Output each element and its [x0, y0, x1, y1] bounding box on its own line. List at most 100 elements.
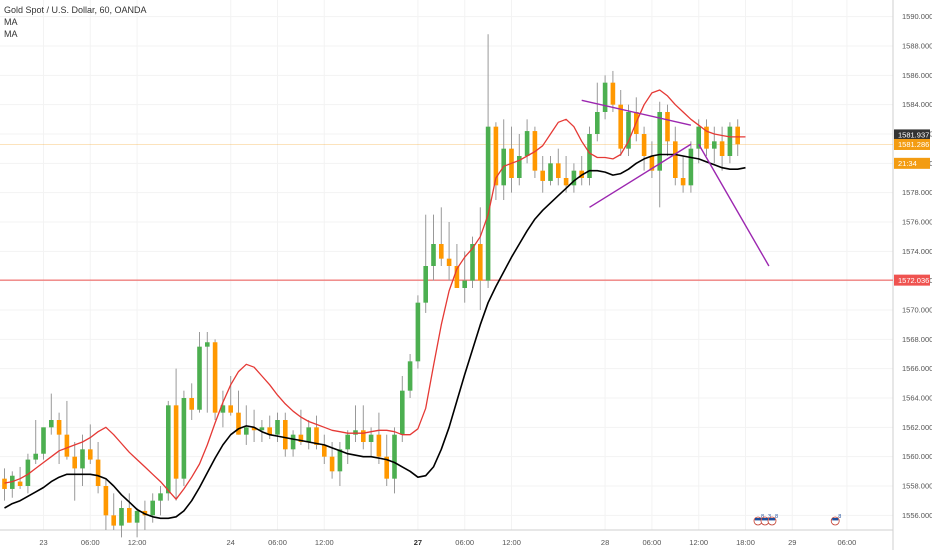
event-flag-stripe	[755, 518, 761, 521]
candle-body	[641, 134, 647, 156]
candle-body	[41, 427, 46, 454]
candle-body	[665, 112, 670, 142]
candle-body	[439, 244, 444, 259]
candle-body	[119, 508, 124, 526]
candle-body	[704, 126, 709, 149]
candle-body	[220, 405, 226, 413]
ma-slow-line	[4, 153, 746, 520]
candle-body	[563, 178, 569, 186]
event-flag-stripe	[832, 518, 839, 521]
candle-body	[478, 244, 483, 281]
candle-body	[602, 82, 608, 112]
candle-body	[470, 244, 475, 281]
candle-body	[173, 405, 179, 479]
candle-body	[587, 134, 592, 178]
candle-body	[407, 361, 413, 391]
candle-body	[657, 112, 662, 171]
candle-body	[329, 456, 335, 472]
event-badge-label: 8	[775, 514, 778, 520]
candle-body	[64, 434, 70, 457]
candle-body	[493, 126, 499, 186]
candle-body	[72, 456, 77, 469]
candle-body	[618, 104, 623, 149]
candle-body	[111, 515, 116, 526]
candle-body	[735, 126, 740, 145]
x-tick-label: 24	[227, 538, 235, 547]
candle-body	[727, 126, 733, 156]
candle-body	[415, 302, 421, 362]
candle-body	[205, 342, 210, 347]
candle-body	[181, 398, 187, 479]
price-label-box	[894, 157, 930, 169]
x-tick-label: 06:00	[838, 538, 857, 547]
candle-body	[446, 258, 452, 266]
candle-body	[150, 500, 155, 516]
candle-body	[212, 342, 218, 413]
y-tick-label: 1568.000	[902, 335, 932, 344]
candle-body	[712, 141, 717, 149]
trendline	[589, 143, 692, 208]
price-label-box	[894, 129, 930, 141]
x-tick-label: 29	[788, 538, 796, 547]
candle-body	[259, 427, 265, 431]
x-tick-label: 06:00	[455, 538, 474, 547]
candle-body	[680, 178, 686, 186]
y-tick-label: 1578.000	[902, 188, 932, 197]
candle-body	[673, 141, 678, 178]
candle-body	[103, 486, 109, 516]
candle-body	[49, 420, 54, 428]
candle-body	[290, 434, 296, 450]
candle-body	[454, 266, 460, 288]
candle-body	[228, 405, 233, 413]
x-tick-label: 06:00	[81, 538, 100, 547]
candle-body	[353, 430, 358, 435]
x-tick-label: 12:00	[315, 538, 334, 547]
candle-body	[88, 449, 93, 460]
candle-body	[189, 398, 194, 410]
candle-body	[56, 420, 62, 435]
y-tick-label: 1586.000	[902, 71, 932, 80]
x-tick-label: 12:00	[502, 538, 521, 547]
y-tick-label: 1570.000	[902, 306, 932, 315]
event-flag-stripe	[762, 518, 768, 521]
candle-body	[400, 390, 405, 435]
candle-body	[595, 112, 600, 134]
candle-body	[423, 266, 428, 303]
candle-body	[267, 427, 272, 435]
candle-body	[548, 163, 553, 181]
event-badge-label: 3	[768, 514, 771, 520]
x-tick-label: 06:00	[268, 538, 287, 547]
candle-body	[384, 456, 389, 479]
legend-ma-2[interactable]: MA	[4, 29, 18, 39]
y-tick-label: 1558.000	[902, 482, 932, 491]
candle-body	[649, 156, 655, 171]
x-tick-label: 12:00	[689, 538, 708, 547]
y-tick-label: 1576.000	[902, 218, 932, 227]
candle-body	[571, 170, 577, 186]
candle-body	[80, 449, 85, 469]
candle-body	[17, 481, 23, 486]
x-tick-label: 18:00	[736, 538, 755, 547]
candle-body	[33, 453, 38, 460]
hline-label-box	[894, 274, 930, 286]
y-tick-label: 1588.000	[902, 42, 932, 51]
y-tick-label: 1562.000	[902, 423, 932, 432]
candle-body	[337, 449, 343, 472]
x-tick-label: 27	[414, 538, 422, 547]
x-tick-label: 12:00	[128, 538, 147, 547]
price-label: 1581.937	[898, 131, 929, 140]
candle-body	[251, 427, 257, 431]
y-tick-label: 1590.000	[902, 12, 932, 21]
hline-label: 1572.036	[898, 276, 929, 285]
candle-body	[431, 244, 436, 266]
candle-body	[688, 148, 694, 186]
candle-body	[314, 427, 319, 445]
x-tick-label: 28	[601, 538, 609, 547]
candle-body	[2, 478, 7, 489]
candle-body	[322, 444, 327, 457]
candle-body	[556, 163, 561, 178]
candle-body	[376, 434, 382, 457]
y-tick-label: 1560.000	[902, 452, 932, 461]
legend-ma-1[interactable]: MA	[4, 17, 18, 27]
